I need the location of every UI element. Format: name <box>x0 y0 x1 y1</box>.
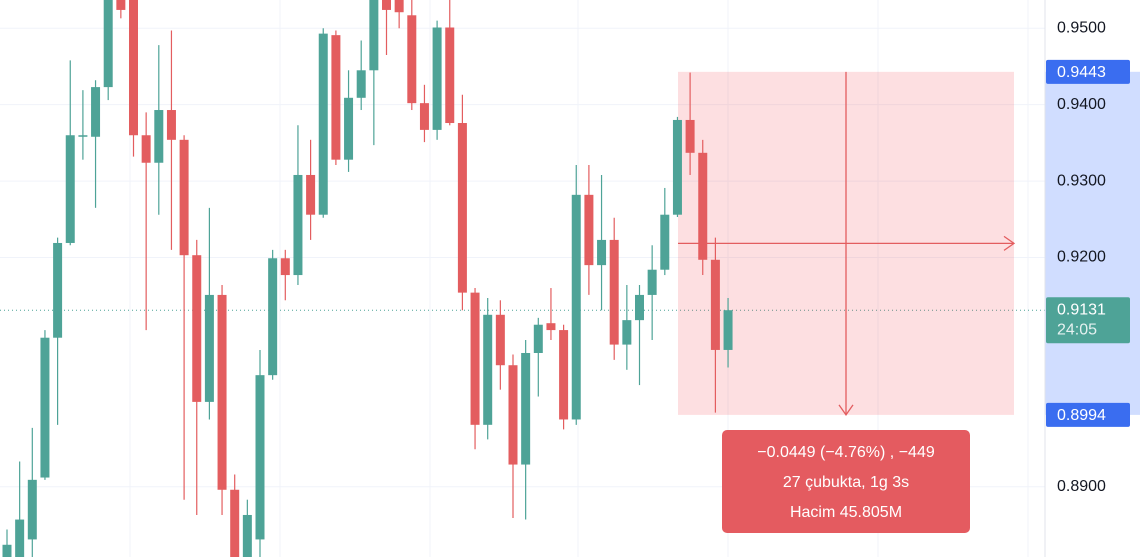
price-axis: 0.8900 0.9200 0.9300 0.9400 0.9500 0.9443 0.89… <box>1044 0 1140 557</box>
last-price-tag <box>1046 297 1130 344</box>
y-tick-label: 0.8900 <box>1057 478 1106 495</box>
candle-body <box>369 0 379 71</box>
candle-body <box>116 0 126 10</box>
candle-body <box>217 294 227 490</box>
candle-body <box>521 352 531 465</box>
candle-body <box>53 242 63 338</box>
candle-body <box>242 514 252 557</box>
measure-info-line: −0.0449 (−4.76%) , −449 <box>757 444 935 461</box>
candle-body <box>179 139 189 256</box>
candle-body <box>698 152 708 260</box>
measure-info-line: 27 çubukta, 1g 3s <box>783 474 909 491</box>
last-price-label: 0.9131 <box>1057 301 1106 318</box>
candle-body <box>15 519 25 557</box>
candle-body <box>571 194 581 420</box>
measure-info-box <box>722 430 970 533</box>
candle-body <box>382 0 391 10</box>
candle-body <box>407 15 417 104</box>
candle-body <box>584 194 594 266</box>
candle-body <box>293 174 303 276</box>
candle-body <box>660 214 670 270</box>
candles <box>2 0 733 557</box>
candle-body <box>78 135 88 137</box>
candle-body <box>344 97 354 160</box>
candle-body <box>192 255 202 402</box>
candle-body <box>495 314 505 366</box>
price-tag <box>1046 402 1130 427</box>
axis-range-highlight <box>1045 71 1140 415</box>
y-tick-label: 0.9500 <box>1057 19 1106 36</box>
candle-body <box>318 33 328 215</box>
candle-body <box>533 324 543 353</box>
candle-body <box>230 489 240 557</box>
candle-body <box>280 258 290 276</box>
candle-body <box>91 87 101 137</box>
candle-body <box>2 544 12 557</box>
candle-body <box>432 27 442 130</box>
candle-body <box>546 323 556 331</box>
candle-body <box>685 119 695 153</box>
candle-body <box>635 294 644 321</box>
y-tick-label: 0.9200 <box>1057 249 1106 266</box>
candle-body <box>470 292 480 425</box>
price-tag-label: 0.9443 <box>1057 64 1106 81</box>
candle-body <box>445 27 455 124</box>
grid <box>0 0 1045 557</box>
candle-body <box>723 310 733 350</box>
candle-body <box>65 135 75 243</box>
candle-body <box>255 375 265 540</box>
measure-overlay <box>678 71 1016 417</box>
candle-body <box>394 0 404 13</box>
candle-body <box>331 35 341 160</box>
candle-body <box>154 110 164 163</box>
candle-body <box>647 269 657 295</box>
price-tag-label: 0.8994 <box>1057 407 1106 424</box>
axis-background <box>1045 0 1140 557</box>
measure-box: −0.0449 (−4.76%) , −449 27 çubukta, 1g 3s… <box>722 430 970 533</box>
candle-body <box>672 119 682 215</box>
candle-body <box>141 135 151 163</box>
measure-h-arrowhead <box>1003 235 1016 251</box>
price-tag <box>1046 59 1130 84</box>
candle-body <box>27 479 37 540</box>
candle-body <box>268 258 278 376</box>
candle-body <box>457 123 467 293</box>
candle-body <box>103 0 113 88</box>
measure-info-line: Hacim 45.805M <box>790 504 902 521</box>
candle-body <box>356 70 366 98</box>
y-tick-label: 0.9300 <box>1057 172 1106 189</box>
candle-body <box>129 0 138 136</box>
candle-body <box>306 174 316 215</box>
candle-body <box>419 103 429 130</box>
candle-body <box>710 259 720 350</box>
countdown-label: 24:05 <box>1057 321 1097 338</box>
candle-body <box>559 330 569 420</box>
candle-body <box>597 239 607 266</box>
candle-body <box>40 337 50 478</box>
candle-body <box>622 320 632 345</box>
measure-v-arrowhead <box>838 404 854 417</box>
candle-body <box>609 239 619 345</box>
candle-body <box>483 314 493 425</box>
candle-body <box>508 365 518 465</box>
candle-body <box>166 110 176 140</box>
y-tick-label: 0.9400 <box>1057 96 1106 113</box>
candle-body <box>204 294 214 402</box>
